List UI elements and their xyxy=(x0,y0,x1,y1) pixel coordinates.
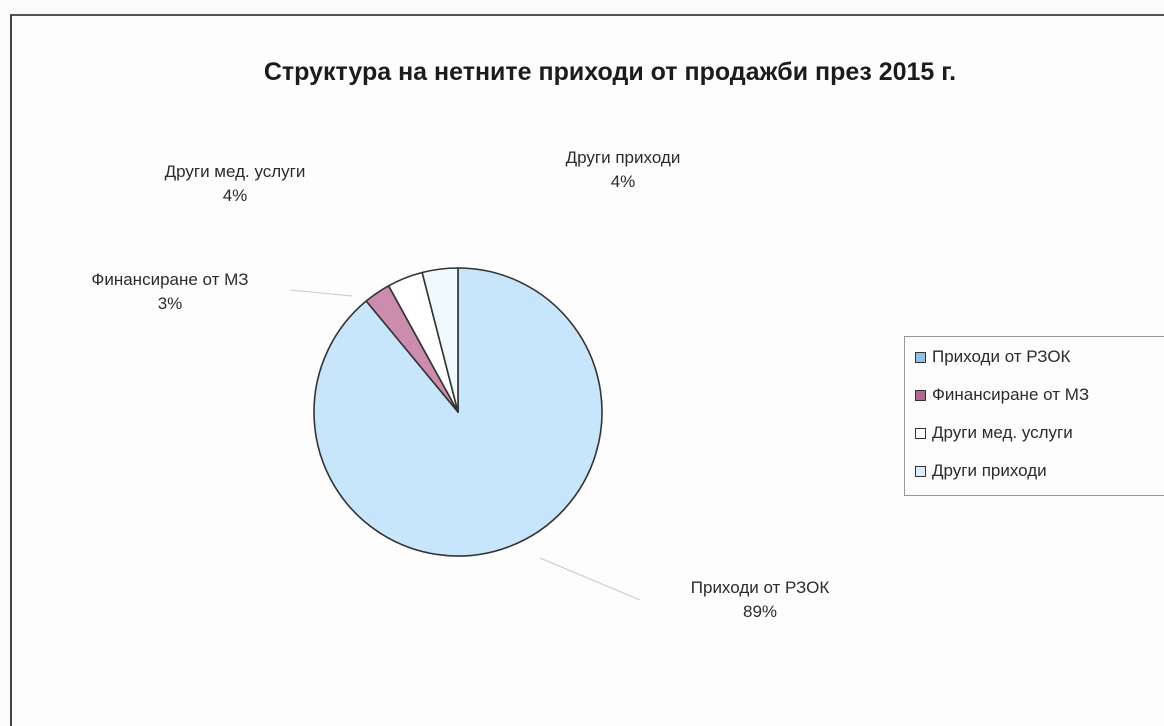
pie-slice-other-income xyxy=(421,267,459,413)
legend-item-med-services: Други мед. услуги xyxy=(915,423,1073,443)
data-label-other-income: Други приходи 4% xyxy=(518,146,728,194)
leader-line-rzok xyxy=(539,557,641,601)
data-label-other-med-services: Други мед. услуги 4% xyxy=(115,160,355,208)
data-label-other-income-value: 4% xyxy=(610,172,636,191)
leader-line-mz-funding xyxy=(289,289,353,297)
legend-swatch-other-income xyxy=(915,465,926,477)
legend-item-other-income: Други приходи xyxy=(915,461,1047,481)
data-label-other-med-services-name: Други мед. услуги xyxy=(164,162,306,181)
legend-swatch-med-services xyxy=(915,427,926,439)
data-label-rzok-income-name: Приходи от РЗОК xyxy=(690,578,830,597)
legend-swatch-mz xyxy=(915,389,926,401)
data-label-rzok-income: Приходи от РЗОК 89% xyxy=(640,576,880,624)
legend-label-mz: Финансиране от МЗ xyxy=(932,385,1090,404)
legend-label-rzok: Приходи от РЗОК xyxy=(932,347,1071,366)
legend-swatch-rzok xyxy=(915,351,926,363)
data-label-rzok-income-value: 89% xyxy=(742,602,778,621)
chart-legend: Приходи от РЗОК Финансиране от МЗ Други … xyxy=(904,336,1164,496)
data-label-mz-funding-name: Финансиране от МЗ xyxy=(91,270,249,289)
legend-label-med-services: Други мед. услуги xyxy=(932,423,1073,442)
data-label-other-med-services-value: 4% xyxy=(222,186,248,205)
data-label-other-income-name: Други приходи xyxy=(565,148,681,167)
legend-item-mz: Финансиране от МЗ xyxy=(915,385,1089,405)
chart-title: Структура на нетните приходи от продажби… xyxy=(263,58,957,86)
data-label-mz-funding-value: 3% xyxy=(157,294,183,313)
legend-item-rzok: Приходи от РЗОК xyxy=(915,347,1070,367)
legend-label-other-income: Други приходи xyxy=(932,461,1047,480)
data-label-mz-funding: Финансиране от МЗ 3% xyxy=(40,268,300,316)
